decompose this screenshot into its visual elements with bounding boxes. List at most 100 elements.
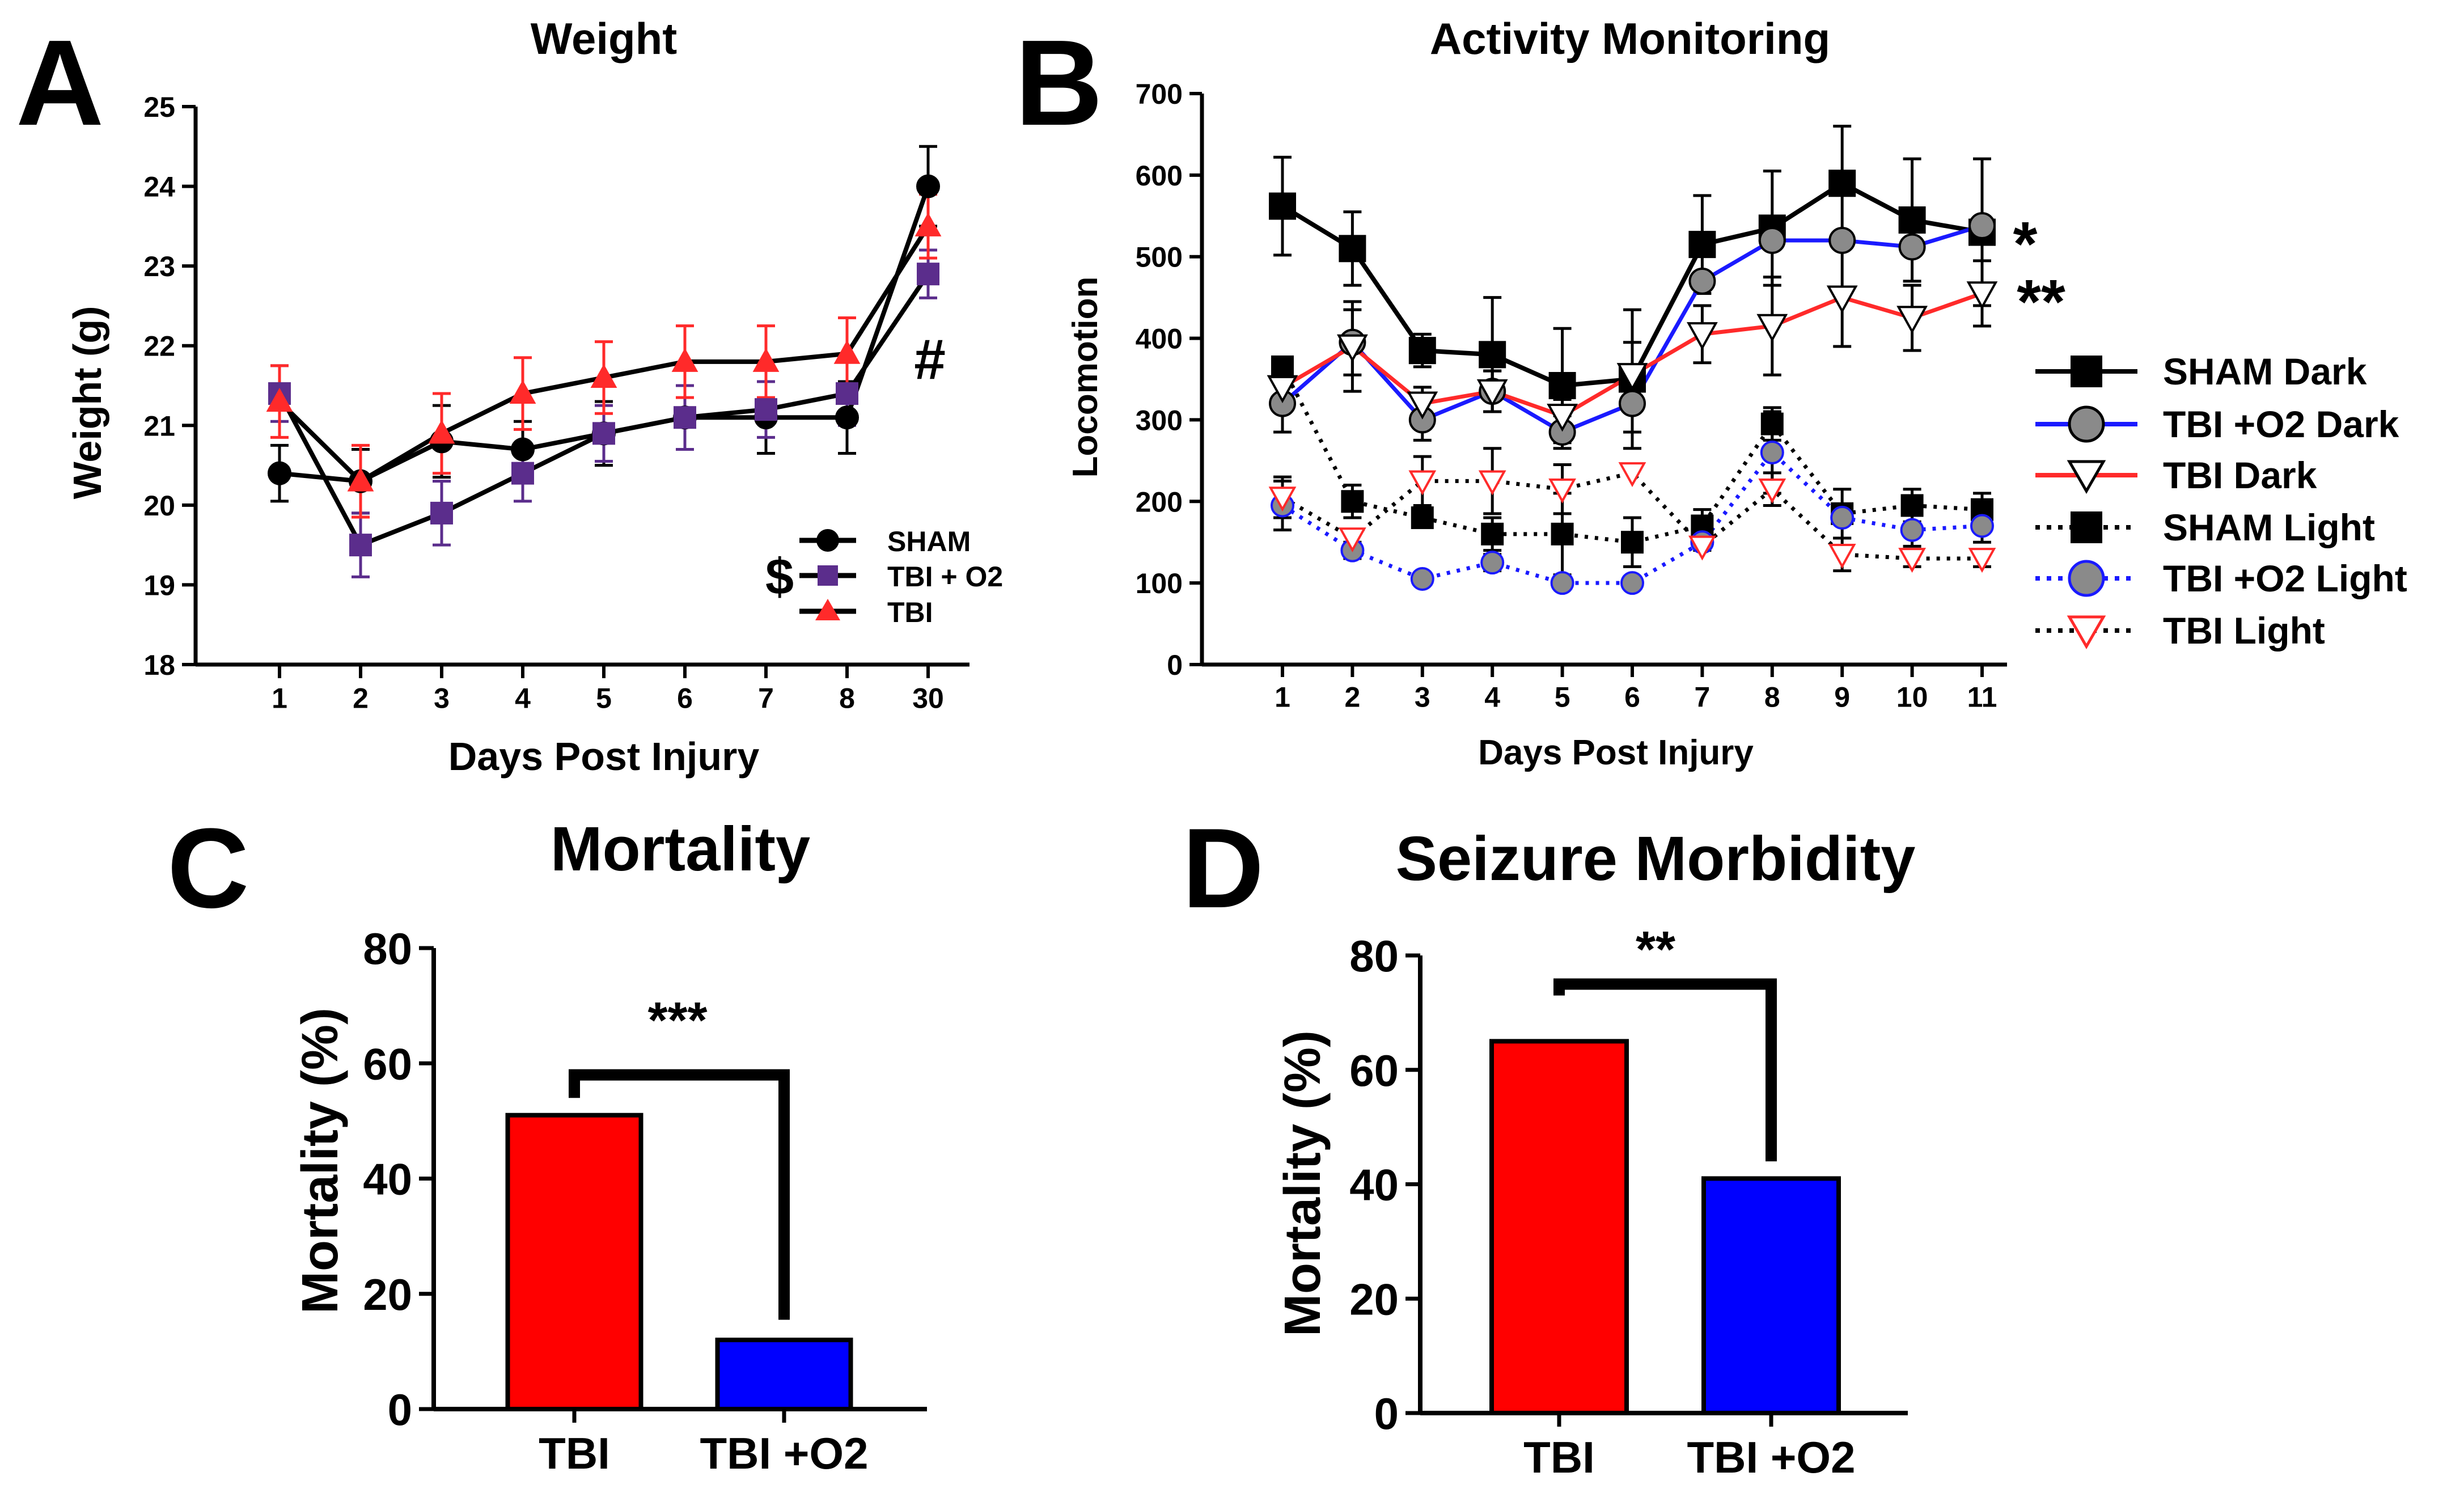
panel-a-hash-annotation: #: [914, 328, 946, 391]
b-point-3: [1551, 522, 1574, 545]
b-point-0: [1898, 206, 1926, 234]
a-point-1: [430, 501, 453, 525]
panel-b-double-star-annotation: **: [2017, 267, 2065, 337]
b-point-2: [1407, 391, 1438, 420]
b-point-1: [1898, 233, 1926, 261]
b-point-4: [1830, 506, 1855, 530]
c-bar-1: [715, 1338, 853, 1412]
a-point-1: [674, 406, 696, 429]
b-point-5: [1478, 470, 1506, 496]
b-point-5: [1898, 548, 1926, 573]
a-point-2: [509, 379, 536, 404]
b-point-0: [1408, 337, 1436, 365]
d-y-tick-label: 80: [1349, 931, 1399, 981]
panel-a-letter: A: [16, 14, 104, 151]
legend-b-tbi-light-marker: [2067, 615, 2106, 650]
b-point-3: [1900, 494, 1924, 517]
panel-c-title: Mortality: [551, 814, 810, 884]
d-x-tick-label: TBI: [1523, 1432, 1595, 1482]
a-point-0: [835, 405, 859, 430]
b-series-line-5: [1281, 471, 1982, 561]
b-x-tick-label: 5: [1555, 682, 1570, 713]
c-x-tick-label: TBI +O2: [700, 1428, 869, 1478]
b-x-tick-label: 10: [1896, 682, 1928, 713]
b-point-2: [1826, 285, 1858, 314]
b-point-4: [1760, 440, 1784, 464]
b-point-0: [1269, 192, 1296, 220]
a-point-1: [349, 534, 372, 557]
a-y-tick-label: 25: [143, 91, 175, 123]
a-y-tick-label: 21: [143, 410, 175, 442]
b-point-2: [1756, 314, 1788, 342]
b-point-2: [1337, 334, 1368, 363]
legend-b-sham-dark-marker: [2071, 356, 2102, 387]
legend-a-tbi-o2-marker: [818, 565, 838, 586]
b-x-tick-label: 7: [1694, 682, 1710, 713]
b-point-1: [1619, 390, 1646, 417]
panel-d-title: Seizure Morbidity: [1396, 824, 1916, 894]
a-y-tick-label: 18: [143, 649, 175, 681]
b-point-3: [1481, 522, 1504, 545]
legend-b-tbi-o2-dark: TBI +O2 Dark: [2163, 403, 2399, 445]
a-x-tick-label: 30: [912, 683, 944, 714]
a-point-0: [268, 461, 291, 485]
a-point-0: [916, 174, 940, 198]
b-series-line-3: [1280, 366, 1983, 544]
panel-d: D Seizure Morbidity Mortality (%) 0 20 40 6…: [1182, 805, 1915, 1482]
d-y-tick-label: 40: [1349, 1160, 1399, 1210]
d-y-tick-label: 60: [1349, 1046, 1399, 1096]
panel-a: A Weight Weight (g) Days Post Injury 181…: [16, 14, 1003, 779]
legend-b-sham-light-marker: [2071, 511, 2102, 543]
b-point-3: [1341, 490, 1364, 513]
a-x-tick-label: 5: [596, 683, 612, 714]
b-point-5: [1408, 470, 1437, 496]
panel-b-letter: B: [1015, 14, 1103, 151]
a-point-1: [917, 263, 939, 286]
b-point-4: [1550, 571, 1574, 595]
b-x-tick-label: 8: [1764, 682, 1780, 713]
b-y-tick-label: 0: [1167, 649, 1183, 681]
d-y-tick-label: 0: [1374, 1389, 1399, 1439]
b-point-3: [1760, 412, 1784, 435]
c-x-tick-label: TBI: [539, 1428, 610, 1478]
panel-c-significance: ***: [647, 992, 707, 1049]
legend-a-sham: SHAM: [887, 526, 971, 557]
c-bar-0: [505, 1113, 643, 1411]
a-y-tick-label: 22: [143, 331, 175, 362]
a-point-2: [671, 348, 698, 372]
a-y-tick-label: 23: [143, 251, 175, 282]
d-x-tick-label: TBI +O2: [1687, 1432, 1856, 1482]
legend-a-sham-marker: [816, 529, 839, 552]
b-point-5: [1618, 462, 1646, 488]
legend-a-tbi: TBI: [887, 597, 933, 628]
a-point-2: [428, 420, 455, 444]
panel-c: C Mortality Mortality (%) 0 20 40 60 80 TBI TB…: [167, 805, 927, 1478]
c-y-tick-label: 40: [363, 1154, 412, 1204]
b-series-line-4: [1281, 449, 1983, 585]
panel-b-legend: SHAM Dark TBI +O2 Dark TBI Dark SHAM Lig…: [2035, 350, 2407, 652]
panel-a-dollar-annotation: $: [765, 549, 794, 606]
b-y-tick-label: 100: [1136, 568, 1183, 599]
legend-b-tbi-light: TBI Light: [2163, 610, 2325, 652]
b-y-tick-label: 700: [1136, 78, 1183, 110]
a-x-tick-label: 4: [515, 683, 531, 714]
b-y-tick-label: 300: [1136, 404, 1183, 436]
legend-b-tbi-dark: TBI Dark: [2163, 454, 2317, 496]
legend-a-tbi-marker: [815, 599, 840, 620]
panel-c-ylabel: Mortality (%): [292, 1008, 349, 1314]
b-point-1: [1828, 226, 1856, 254]
d-bar-0: [1489, 1039, 1629, 1415]
a-point-2: [590, 363, 617, 388]
d-bar-1: [1701, 1176, 1841, 1416]
b-point-3: [1621, 531, 1644, 554]
b-point-5: [1828, 543, 1856, 569]
a-point-2: [833, 340, 861, 364]
b-point-4: [1410, 566, 1434, 591]
legend-b-tbi-o2-light-marker: [2068, 560, 2105, 597]
a-x-tick-label: 8: [839, 683, 855, 714]
b-point-2: [1616, 363, 1648, 391]
b-x-tick-label: 2: [1344, 682, 1360, 713]
a-point-2: [266, 387, 293, 412]
